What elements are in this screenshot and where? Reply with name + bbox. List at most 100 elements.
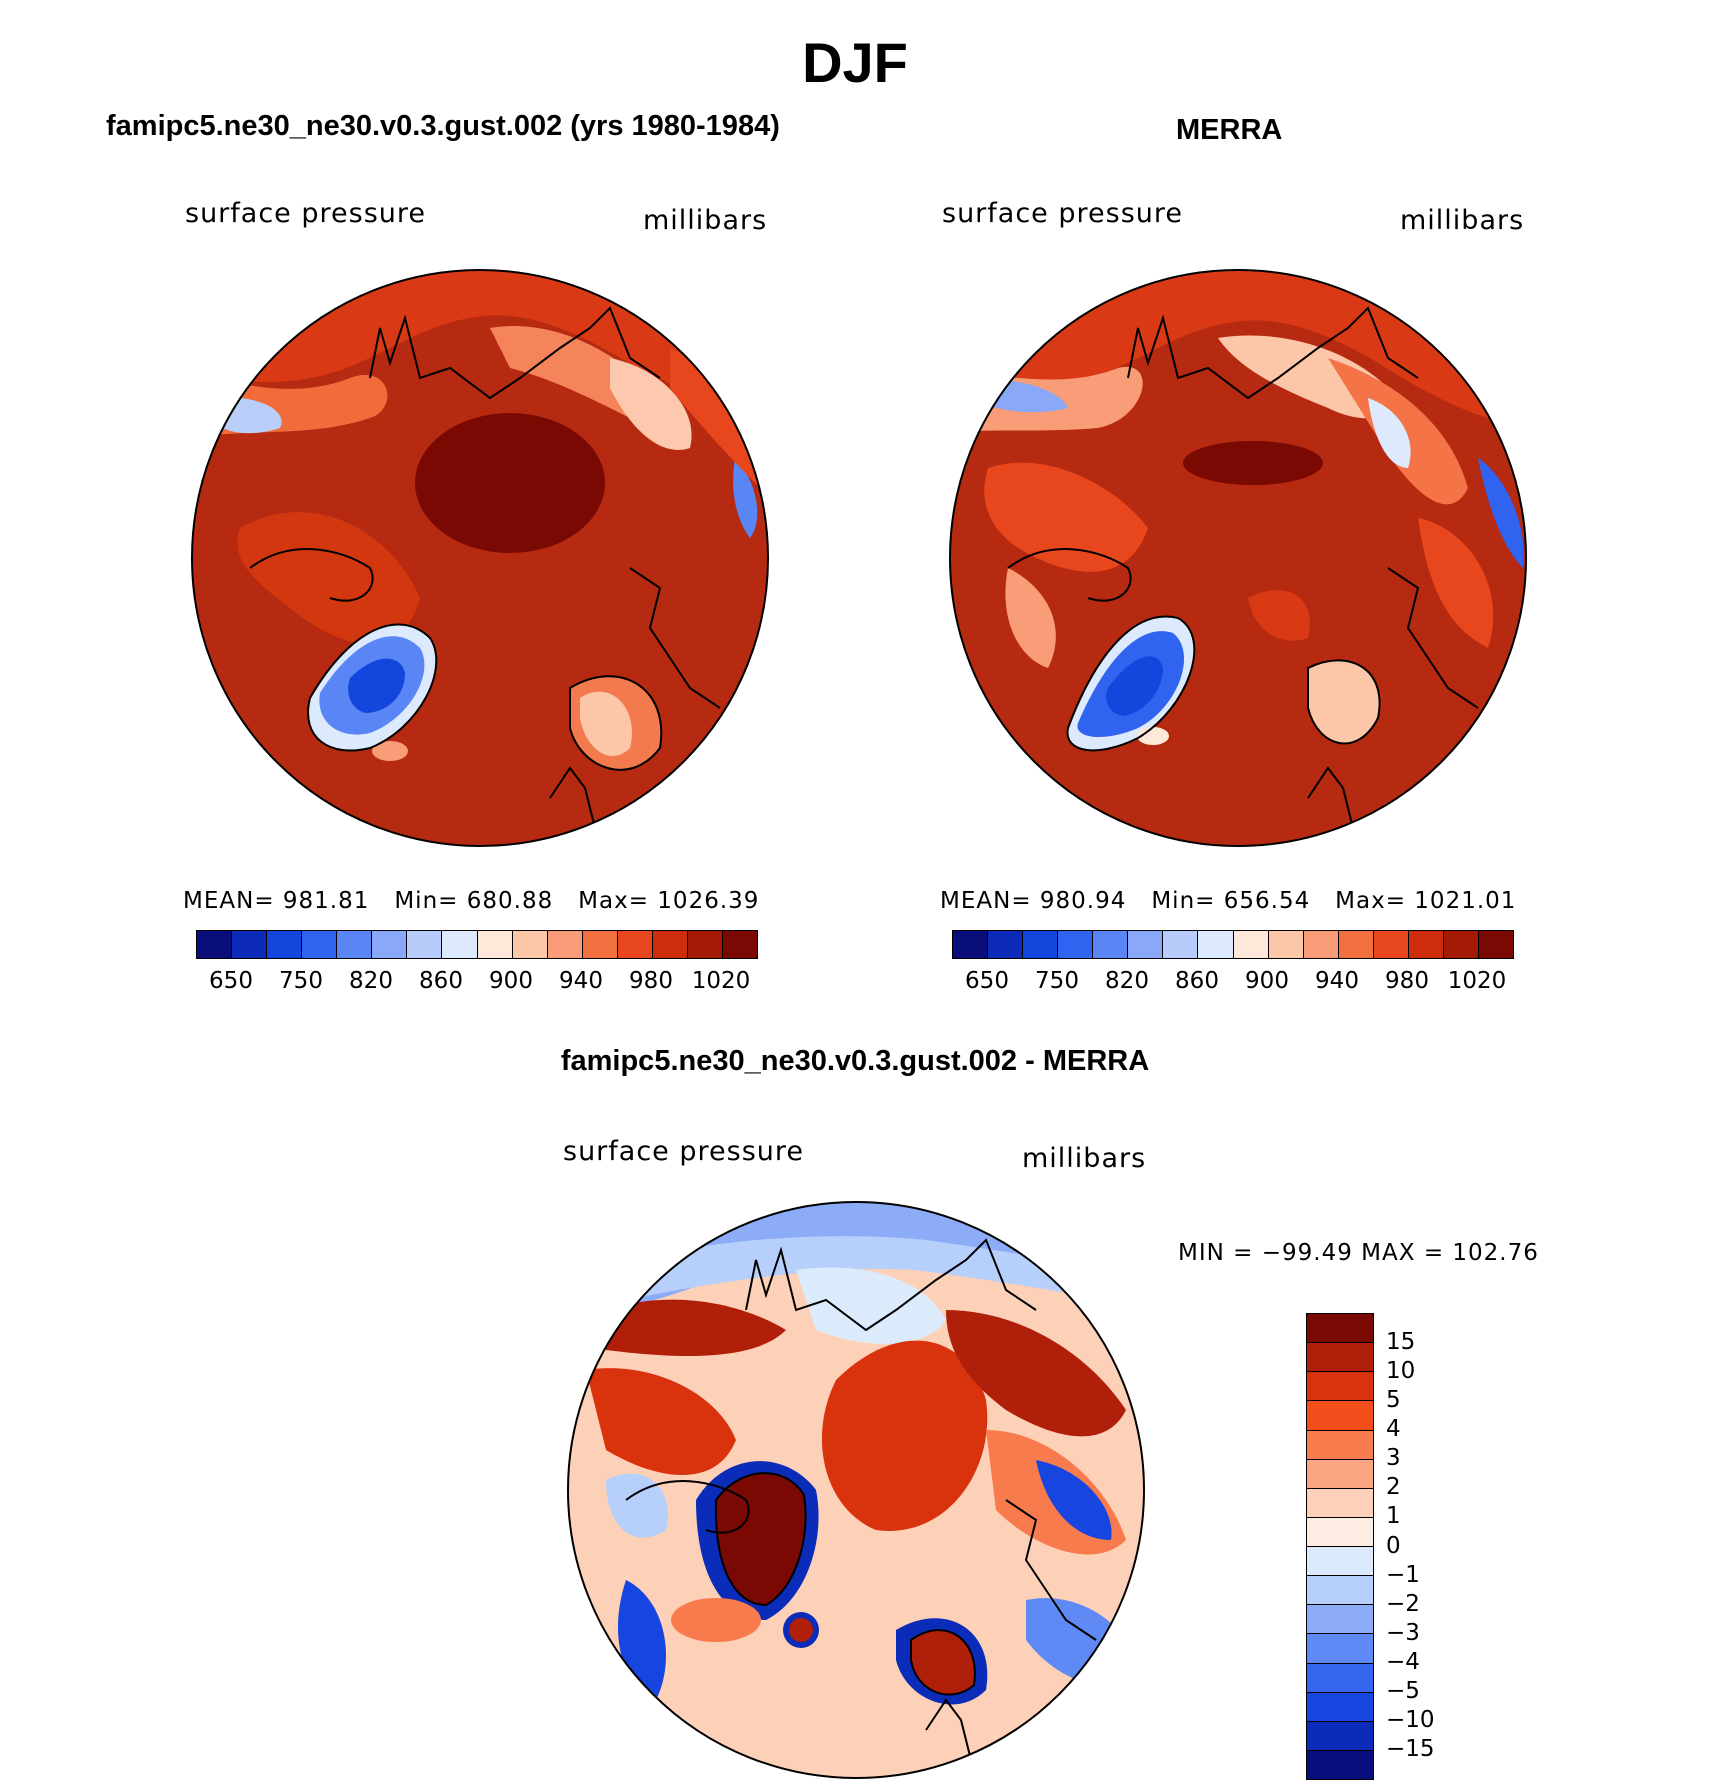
- colorbar-swatch: [988, 931, 1024, 958]
- mean-value: 980.94: [1039, 888, 1127, 914]
- panel-title-model: famipc5.ne30_ne30.v0.3.gust.002 (yrs 198…: [106, 110, 780, 142]
- colorbar-labels-model: 650 750 820 860 900 940 980 1020: [196, 968, 756, 998]
- colorbar-swatch: [1023, 931, 1059, 958]
- colorbar-swatch: [1307, 1401, 1373, 1431]
- colorbar-swatch: [1307, 1430, 1373, 1460]
- max-value: 1021.01: [1414, 888, 1517, 914]
- stats-model: MEAN= 981.81 Min= 680.88 Max= 1026.39: [183, 888, 759, 914]
- max-value: 1026.39: [657, 888, 760, 914]
- colorbar-swatch: [1307, 1517, 1373, 1547]
- max-value: 102.76: [1452, 1240, 1539, 1266]
- colorbar-tick-label: 10: [1386, 1358, 1416, 1385]
- colorbar-swatch: [1128, 931, 1164, 958]
- colorbar-swatch: [267, 931, 303, 958]
- colorbar-tick-label: 1020: [1447, 968, 1507, 994]
- colorbar-swatch: [1307, 1372, 1373, 1402]
- colorbar-tick-label: 3: [1386, 1445, 1401, 1472]
- colorbar-tick-label: 860: [1175, 968, 1219, 994]
- units-label-diff: millibars: [1022, 1143, 1147, 1174]
- colorbar-swatch: [953, 931, 989, 958]
- colorbar-swatch: [1478, 931, 1513, 958]
- colorbar-swatch: [1443, 931, 1479, 958]
- variable-label-model: surface pressure: [185, 198, 426, 229]
- colorbar-swatch: [1198, 931, 1234, 958]
- colorbar-tick-label: 900: [489, 968, 533, 994]
- colorbar-tick-label: 15: [1386, 1329, 1416, 1356]
- units-label-model: millibars: [643, 205, 768, 236]
- colorbar-swatch: [1338, 931, 1374, 958]
- colorbar-swatch: [722, 931, 757, 958]
- colorbar-swatch: [232, 931, 268, 958]
- colorbar-merra: [952, 930, 1514, 959]
- polar-map-diff: [567, 1201, 1145, 1779]
- colorbar-swatch: [1307, 1547, 1373, 1577]
- colorbar-tick-label: 1: [1386, 1503, 1401, 1530]
- colorbar-swatch: [1307, 1459, 1373, 1489]
- stats-diff: MIN = −99.49 MAX = 102.76: [1178, 1240, 1539, 1266]
- colorbar-tick-label: 980: [629, 968, 673, 994]
- colorbar-tick-label: 4: [1386, 1416, 1401, 1443]
- colorbar-swatch: [652, 931, 688, 958]
- min-label: MIN =: [1178, 1240, 1254, 1266]
- colorbar-swatch: [1307, 1663, 1373, 1693]
- max-label: MAX =: [1361, 1240, 1445, 1266]
- colorbar-swatch: [1373, 931, 1409, 958]
- colorbar-tick-label: 2: [1386, 1474, 1401, 1501]
- units-label-merra: millibars: [1400, 205, 1525, 236]
- colorbar-tick-label: −3: [1386, 1619, 1420, 1646]
- stats-merra: MEAN= 980.94 Min= 656.54 Max= 1021.01: [940, 888, 1516, 914]
- colorbar-swatch: [1307, 1605, 1373, 1635]
- min-label: Min=: [1151, 888, 1216, 914]
- colorbar-swatch: [1093, 931, 1129, 958]
- colorbar-swatch: [1268, 931, 1304, 958]
- colorbar-swatch: [1307, 1343, 1373, 1373]
- colorbar-swatch: [1408, 931, 1444, 958]
- polar-map-model: [191, 269, 769, 847]
- colorbar-tick-label: 980: [1385, 968, 1429, 994]
- colorbar-swatch: [442, 931, 478, 958]
- colorbar-swatch: [617, 931, 653, 958]
- max-label: Max=: [578, 888, 649, 914]
- high-pressure-center: [415, 413, 605, 553]
- colorbar-labels-merra: 650 750 820 860 900 940 980 1020: [952, 968, 1512, 998]
- min-value: −99.49: [1261, 1240, 1353, 1266]
- polar-map-merra: [949, 269, 1527, 847]
- colorbar-swatch: [1163, 931, 1199, 958]
- colorbar-tick-label: 900: [1245, 968, 1289, 994]
- colorbar-tick-label: 750: [1035, 968, 1079, 994]
- colorbar-swatch: [1307, 1721, 1373, 1751]
- colorbar-tick-label: 650: [209, 968, 253, 994]
- colorbar-tick-label: −4: [1386, 1648, 1420, 1675]
- map-boundary: [191, 269, 769, 847]
- colorbar-tick-label: 650: [965, 968, 1009, 994]
- colorbar-swatch: [687, 931, 723, 958]
- colorbar-tick-label: 940: [1315, 968, 1359, 994]
- panel-title-merra: MERRA: [1176, 114, 1283, 146]
- colorbar-swatch: [1058, 931, 1094, 958]
- colorbar-tick-label: 860: [419, 968, 463, 994]
- diff-positive-center: [821, 1340, 988, 1531]
- min-value: 680.88: [466, 888, 554, 914]
- colorbar-swatch: [372, 931, 408, 958]
- colorbar-tick-label: 750: [279, 968, 323, 994]
- min-label: Min=: [394, 888, 459, 914]
- max-label: Max=: [1335, 888, 1406, 914]
- colorbar-swatch: [1307, 1634, 1373, 1664]
- colorbar-swatch: [547, 931, 583, 958]
- colorbar-swatch: [1307, 1576, 1373, 1606]
- colorbar-labels-diff: 15 10 5 4 3 2 1 0 −1 −2 −3 −4 −5 −10 −15: [1386, 1313, 1466, 1778]
- colorbar-diff: [1306, 1313, 1374, 1780]
- colorbar-tick-label: −5: [1386, 1677, 1420, 1704]
- colorbar-tick-label: 0: [1386, 1532, 1401, 1559]
- colorbar-tick-label: 5: [1386, 1387, 1401, 1414]
- min-value: 656.54: [1223, 888, 1311, 914]
- variable-label-merra: surface pressure: [942, 198, 1183, 229]
- colorbar-swatch: [1307, 1314, 1373, 1344]
- colorbar-tick-label: 820: [1105, 968, 1149, 994]
- variable-label-diff: surface pressure: [563, 1136, 804, 1167]
- mean-label: MEAN=: [940, 888, 1032, 914]
- colorbar-tick-label: 940: [559, 968, 603, 994]
- colorbar-swatch: [407, 931, 443, 958]
- figure-title: DJF: [802, 31, 908, 94]
- colorbar-tick-label: 1020: [691, 968, 751, 994]
